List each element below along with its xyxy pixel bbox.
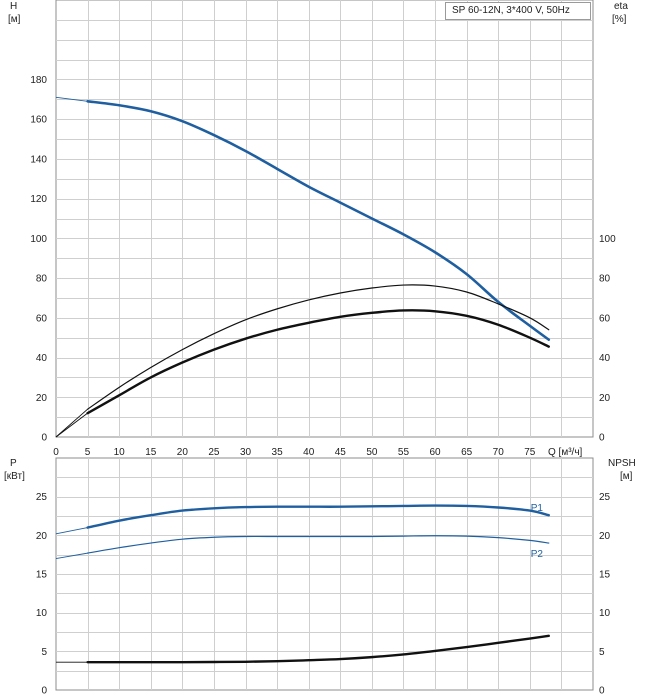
x-tick-label: 35	[272, 447, 284, 458]
curve	[86, 100, 551, 341]
y2-tick-label: 100	[599, 234, 616, 245]
y2-tick-label: 20	[599, 393, 611, 404]
y-tick-label: 0	[41, 686, 47, 697]
y-tick-label: 40	[36, 353, 48, 364]
x-tick-label: 55	[398, 447, 410, 458]
y2-tick-label: 20	[599, 531, 611, 542]
y2-tick-label: 80	[599, 274, 611, 285]
y2-tick-label: 5	[599, 647, 605, 658]
x-tick-label: 5	[85, 447, 91, 458]
top-right-axis-label: eta	[614, 1, 628, 12]
y-tick-label: 180	[30, 75, 47, 86]
bottom-grid	[55, 457, 594, 691]
top-right-axis-unit: [%]	[612, 14, 627, 25]
y-tick-label: 20	[36, 531, 48, 542]
top-left-axis-unit: [м]	[8, 14, 21, 25]
y2-tick-label: 25	[599, 492, 611, 503]
x-tick-label: 0	[53, 447, 59, 458]
y-tick-label: 60	[36, 313, 48, 324]
top-grid	[55, 0, 594, 438]
x-tick-label: 45	[335, 447, 347, 458]
bottom-right-axis-label: NPSH	[608, 458, 636, 469]
y2-tick-label: 40	[599, 353, 611, 364]
curve-extension	[55, 552, 88, 559]
curve-extension	[55, 412, 88, 438]
y2-tick-label: 0	[599, 686, 605, 697]
curve	[86, 634, 550, 664]
y-tick-label: 80	[36, 274, 48, 285]
curve-p2	[86, 535, 550, 554]
x-tick-label: 75	[524, 447, 536, 458]
y-tick-label: 100	[30, 234, 47, 245]
bottom-left-axis-label: P	[10, 458, 17, 469]
bottom-curves	[55, 504, 550, 664]
x-tick-label: 25	[208, 447, 220, 458]
x-tick-label: 30	[240, 447, 252, 458]
y-tick-label: 10	[36, 608, 48, 619]
y-tick-label: 160	[30, 115, 47, 126]
pump-legend: SP 60-12N, 3*400 V, 50Hz	[445, 2, 591, 20]
x-tick-label: 40	[303, 447, 315, 458]
series-label-p2: P2	[531, 549, 544, 560]
series-label-p1: P1	[531, 503, 544, 514]
y-tick-label: 140	[30, 154, 47, 165]
x-tick-label: 50	[366, 447, 378, 458]
bottom-right-axis-unit: [м]	[620, 471, 633, 482]
curve-extension	[55, 527, 88, 535]
x-tick-label: 65	[461, 447, 473, 458]
y-tick-label: 120	[30, 194, 47, 205]
x-tick-label: 70	[493, 447, 505, 458]
curve	[86, 309, 550, 415]
curve	[86, 284, 550, 410]
curve-extension	[55, 96, 88, 102]
x-tick-label: 60	[429, 447, 441, 458]
x-tick-label: 15	[145, 447, 157, 458]
y-tick-label: 25	[36, 492, 48, 503]
bottom-left-axis-unit: [кВт]	[4, 471, 25, 482]
top-left-axis-label: H	[10, 1, 17, 12]
y2-tick-label: 0	[599, 433, 605, 444]
plot-frame	[55, 0, 594, 438]
curve-extension	[55, 408, 88, 438]
y2-tick-label: 15	[599, 570, 611, 581]
y2-tick-label: 60	[599, 313, 611, 324]
x-tick-label: 20	[177, 447, 189, 458]
y-tick-label: 0	[41, 433, 47, 444]
y-tick-label: 5	[41, 647, 47, 658]
x-tick-label: 10	[114, 447, 126, 458]
curve-p1	[86, 504, 550, 529]
y2-tick-label: 10	[599, 608, 611, 619]
y-tick-label: 15	[36, 570, 48, 581]
y-tick-label: 20	[36, 393, 48, 404]
top-curves	[55, 96, 551, 438]
x-axis-label: Q [м³/ч]	[548, 447, 583, 458]
